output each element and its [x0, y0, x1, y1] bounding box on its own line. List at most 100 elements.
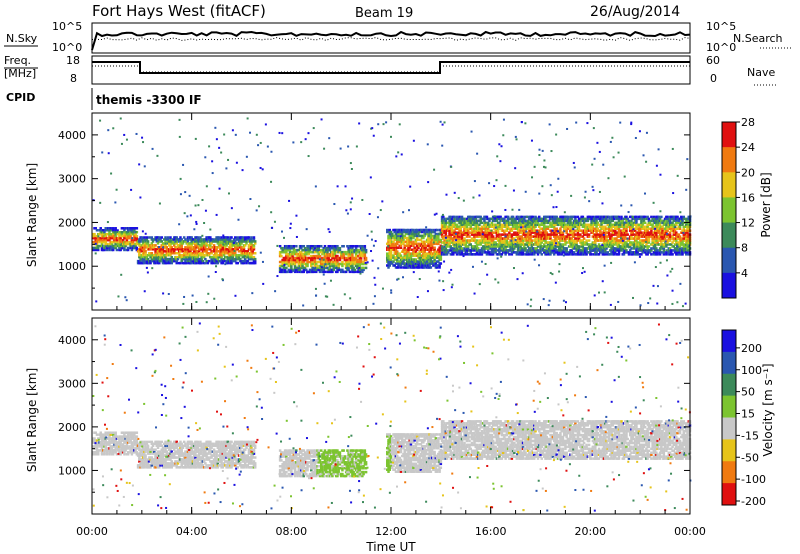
power-echo	[96, 244, 100, 248]
power-echo	[640, 231, 643, 234]
power-echo	[211, 238, 215, 241]
power-echo	[665, 259, 668, 262]
power-echo	[164, 244, 167, 247]
power-echo	[135, 246, 139, 250]
power-echo	[643, 221, 647, 225]
nsearch-tick-high: 10^5	[706, 20, 736, 33]
power-echo	[143, 259, 146, 263]
freq-tick-low: 8	[70, 72, 77, 85]
power-echo	[246, 259, 249, 263]
power-echo	[118, 234, 121, 238]
power-echo	[160, 240, 164, 243]
power-echo	[234, 236, 237, 239]
plot-title: Fort Hays West (fitACF)	[92, 2, 266, 20]
nave-tick-low: 0	[710, 72, 717, 85]
power-echo	[227, 255, 231, 259]
power-echo	[115, 238, 119, 242]
power-echo	[159, 246, 162, 249]
power-echo	[302, 260, 306, 264]
power-echo	[172, 242, 176, 245]
power-echo	[253, 242, 257, 245]
power-echo	[182, 236, 186, 239]
nsky-label: N.Sky	[6, 32, 38, 45]
power-echo	[167, 251, 171, 255]
power-echo	[207, 259, 211, 263]
power-echo	[158, 261, 161, 265]
power-echo	[179, 236, 182, 239]
power-echo	[229, 248, 232, 251]
power-echo	[216, 240, 220, 243]
power-echo	[180, 259, 183, 263]
power-echo	[144, 253, 147, 257]
power-echo	[252, 255, 256, 259]
power-echo	[229, 253, 232, 257]
power-echo	[660, 215, 663, 219]
power-echo	[353, 268, 357, 272]
power-echo	[300, 246, 303, 250]
power-echo	[154, 261, 157, 265]
power-echo	[194, 259, 197, 263]
power-echo	[155, 248, 159, 251]
power-echo	[514, 167, 517, 170]
power-echo	[442, 280, 445, 283]
power-echo	[182, 163, 185, 166]
power-echo	[433, 246, 436, 250]
power-echo	[108, 238, 111, 242]
power-echo	[144, 251, 147, 255]
power-echo	[205, 244, 208, 247]
power-echo	[205, 242, 208, 245]
power-echo	[206, 251, 210, 255]
power-echo	[164, 240, 167, 243]
power-echo	[678, 235, 682, 238]
power-echo	[647, 217, 651, 221]
power-echo	[681, 305, 684, 308]
power-echo	[288, 199, 291, 202]
power-echo	[650, 253, 653, 256]
power-echo	[241, 250, 244, 253]
power-echo	[373, 295, 376, 298]
power-echo	[650, 247, 653, 250]
power-echo	[123, 229, 126, 232]
power-echo	[124, 244, 127, 248]
power-echo	[96, 248, 100, 252]
power-echo	[316, 264, 319, 268]
power-echo	[186, 248, 190, 251]
power-echo	[121, 227, 125, 230]
power-echo	[439, 262, 443, 265]
power-echo	[291, 254, 294, 258]
power-echo	[229, 238, 232, 241]
power-echo	[252, 238, 256, 241]
power-echo	[298, 268, 302, 272]
power-echo	[144, 250, 147, 253]
power-echo	[660, 251, 663, 254]
power-echo	[139, 240, 142, 243]
power-echo	[96, 246, 100, 250]
power-echo	[217, 236, 221, 239]
freq-panel-frame	[91, 55, 691, 85]
power-echo	[580, 253, 583, 256]
power-echo	[209, 240, 212, 243]
power-echo	[101, 229, 105, 232]
power-echo	[94, 252, 97, 255]
power-echo	[94, 246, 97, 250]
power-echo	[105, 246, 109, 250]
power-echo	[295, 244, 298, 248]
power-echo	[342, 244, 345, 248]
power-echo	[290, 264, 293, 268]
power-echo	[292, 246, 296, 250]
power-echo	[245, 261, 248, 265]
power-echo	[184, 259, 187, 263]
power-echo	[150, 242, 154, 245]
power-echo	[253, 251, 257, 255]
power-echo	[439, 238, 443, 242]
power-echo	[143, 257, 146, 261]
power-echo	[219, 242, 222, 245]
power-echo	[104, 227, 107, 230]
power-echo	[202, 253, 206, 257]
power-echo	[177, 246, 181, 249]
power-echo	[187, 255, 191, 259]
power-echo	[287, 260, 291, 264]
date-label: 26/Aug/2014	[590, 4, 680, 20]
power-echo	[235, 242, 238, 245]
power-echo	[146, 246, 150, 249]
